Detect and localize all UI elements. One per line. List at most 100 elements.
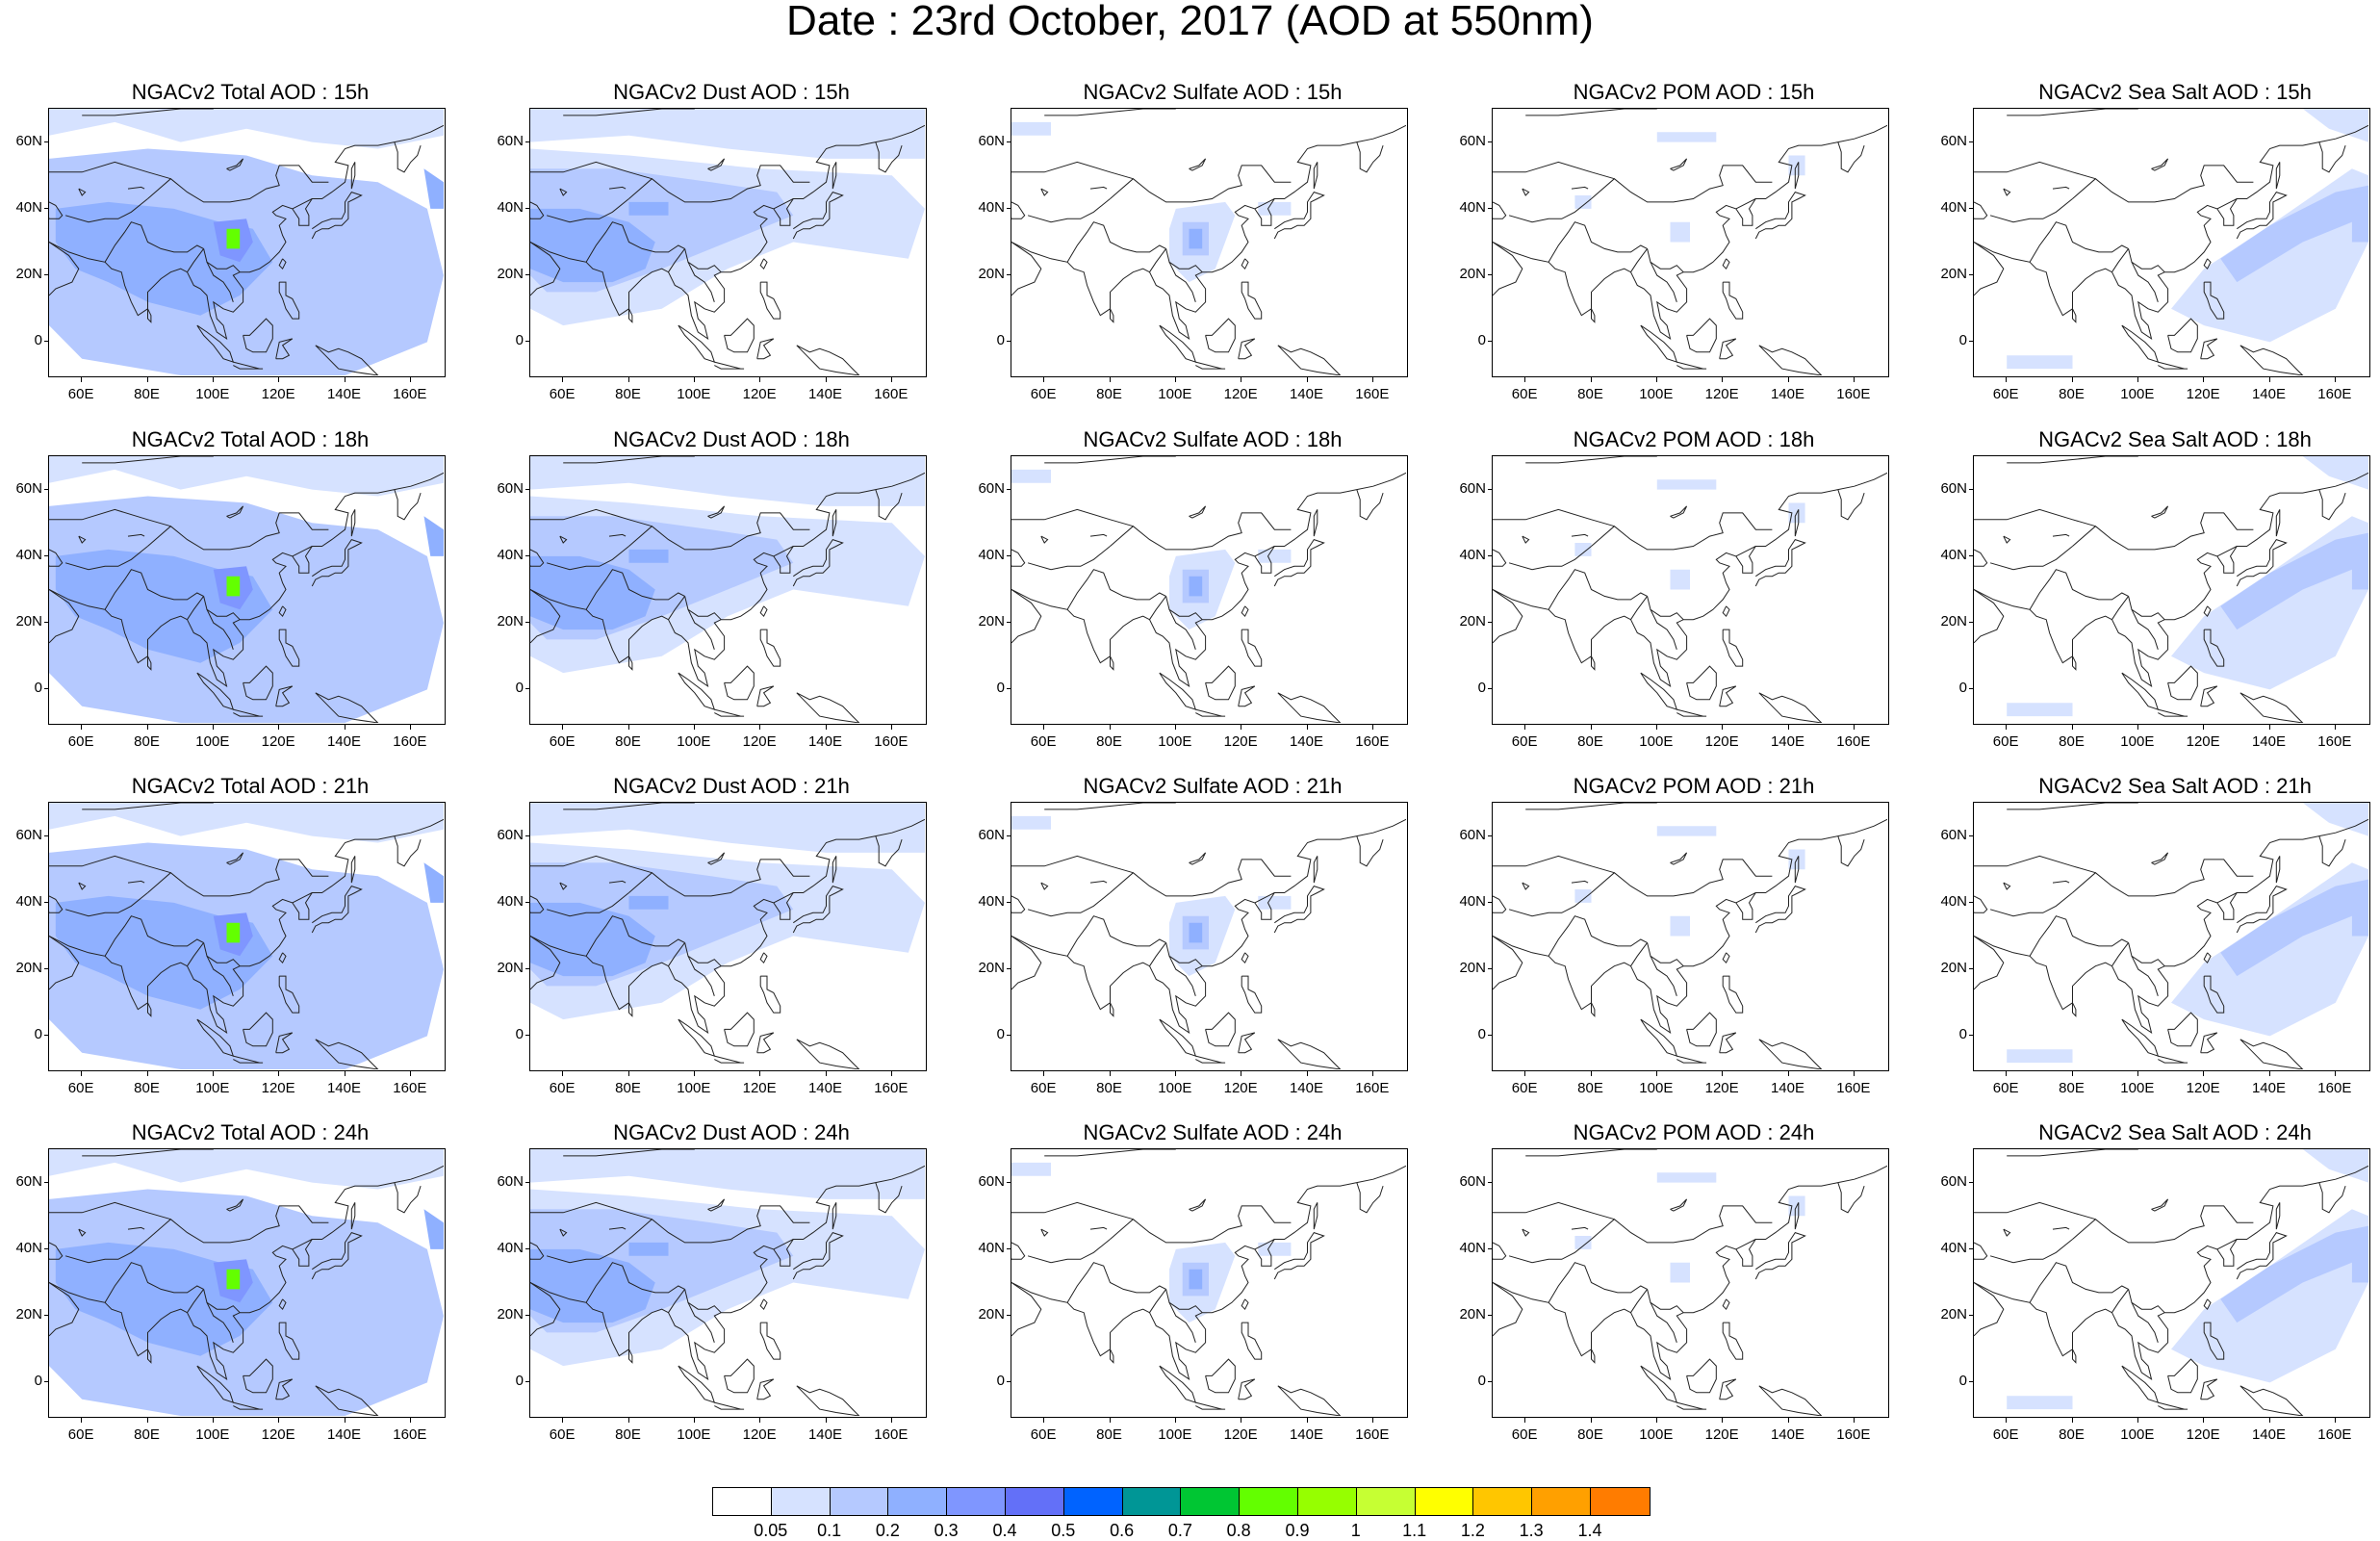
coastline: [243, 1012, 273, 1047]
coastline: [1040, 1228, 1049, 1237]
coastline: [147, 1348, 152, 1364]
coastline: [2239, 1039, 2304, 1069]
lat-label: 20N: [1459, 266, 1486, 283]
colorbar-box: [888, 1488, 948, 1515]
lat-tick: [44, 1381, 49, 1383]
panel-title: NGACv2 Total AOD : 15h: [131, 80, 370, 104]
lon-label: 140E: [326, 1426, 362, 1443]
coastline: [1168, 1302, 1196, 1343]
coastline: [1758, 1385, 1823, 1416]
coastline: [1254, 546, 1275, 557]
coastline: [1044, 456, 1176, 464]
lon-tick: [890, 377, 892, 382]
coastline: [585, 1262, 685, 1303]
map-panel: NGACv2 POM AOD : 15h 60N 40N 20N 0 60E 80E 100E…: [1444, 81, 1906, 402]
panel-title: NGACv2 Sulfate AOD : 18h: [1083, 427, 1343, 451]
lon-tick: [627, 1418, 629, 1423]
coastline: [78, 1228, 87, 1237]
coastline: [1011, 124, 1406, 341]
lat-tick: [1007, 207, 1011, 209]
coastline: [2203, 975, 2225, 1014]
coastline: [530, 549, 545, 567]
lat-tick: [1488, 1181, 1493, 1183]
coastline: [530, 818, 925, 1035]
lon-label: 60E: [67, 1426, 94, 1443]
aod-shading: [2351, 192, 2368, 243]
lat-tick: [1969, 968, 1974, 970]
coastline: [1493, 818, 1887, 1035]
coastline: [1027, 1239, 1111, 1264]
coastline: [1676, 1055, 1707, 1064]
panel-title: NGACv2 Total AOD : 18h: [131, 427, 370, 451]
coastline: [1640, 1365, 1678, 1403]
lon-label: 160E: [2317, 733, 2352, 750]
coastline: [2007, 109, 2138, 116]
lon-tick: [1371, 1071, 1373, 1076]
lon-label: 120E: [261, 733, 295, 750]
coastline: [1989, 546, 2073, 571]
lat-label: 60N: [497, 1172, 524, 1190]
lat-label: 20N: [497, 1306, 524, 1323]
aod-shading: [2007, 703, 2073, 717]
coastline: [1011, 818, 1406, 1035]
coastline: [2236, 1232, 2288, 1280]
lat-tick: [1488, 968, 1493, 970]
lat-label: 0: [1477, 1373, 1486, 1390]
coastline: [2275, 1202, 2281, 1230]
lon-label: 60E: [1992, 733, 2019, 750]
coastline: [1254, 1239, 1275, 1250]
lon-label: 60E: [1511, 1426, 1538, 1443]
coastline: [1493, 895, 1507, 913]
lat-label: 60N: [1940, 1172, 1967, 1190]
lat-tick: [1969, 835, 1974, 836]
coastline: [1754, 539, 1806, 587]
coastline: [1974, 508, 2096, 527]
coastline: [82, 109, 214, 116]
coastline: [1493, 1242, 1507, 1260]
lon-tick: [1722, 1418, 1724, 1423]
coastline: [2003, 1228, 2011, 1237]
coastline: [1168, 609, 1196, 650]
coastline: [1837, 835, 1865, 867]
coastline: [292, 546, 313, 557]
lon-tick: [2006, 1418, 2008, 1423]
lat-label: 60N: [1459, 132, 1486, 149]
lon-tick: [409, 1071, 411, 1076]
coastline: [315, 1385, 379, 1416]
coastline: [2318, 141, 2346, 173]
lon-label: 140E: [1770, 386, 1805, 402]
lon-label: 140E: [2251, 1080, 2287, 1096]
lon-label: 100E: [195, 733, 230, 750]
coastline: [49, 1165, 444, 1381]
coastline: [2072, 308, 2077, 323]
panel-title: NGACv2 Sulfate AOD : 15h: [1083, 80, 1343, 104]
coastline: [2151, 505, 2169, 519]
coastline: [187, 1289, 205, 1313]
coastline: [1165, 1289, 1203, 1314]
lon-label: 100E: [2120, 1426, 2155, 1443]
coastline: [759, 952, 768, 964]
coastline: [687, 956, 715, 996]
lat-label: 40N: [1459, 892, 1486, 910]
aod-shading: [49, 456, 444, 497]
lat-tick: [525, 835, 530, 836]
map-panel: NGACv2 Sulfate AOD : 21h 60N 40N 20N 0 60E 80E…: [962, 775, 1424, 1096]
coastline: [2239, 345, 2304, 375]
lon-tick: [1109, 725, 1111, 730]
coastline: [628, 165, 810, 203]
coastline: [203, 596, 241, 621]
coastline: [1989, 892, 2073, 917]
lon-label: 120E: [742, 1426, 777, 1443]
coastline: [2131, 262, 2159, 302]
coastline: [1794, 856, 1800, 884]
coastline: [1254, 892, 1275, 904]
colorbar-box: [1240, 1488, 1298, 1515]
coastline: [2052, 533, 2070, 537]
map-frame: [48, 108, 446, 377]
coastline: [2167, 1012, 2198, 1047]
lon-tick: [562, 725, 564, 730]
lon-label: 100E: [677, 733, 711, 750]
coastline: [792, 1232, 844, 1280]
lon-tick: [2071, 1418, 2073, 1423]
lon-tick: [562, 1071, 564, 1076]
